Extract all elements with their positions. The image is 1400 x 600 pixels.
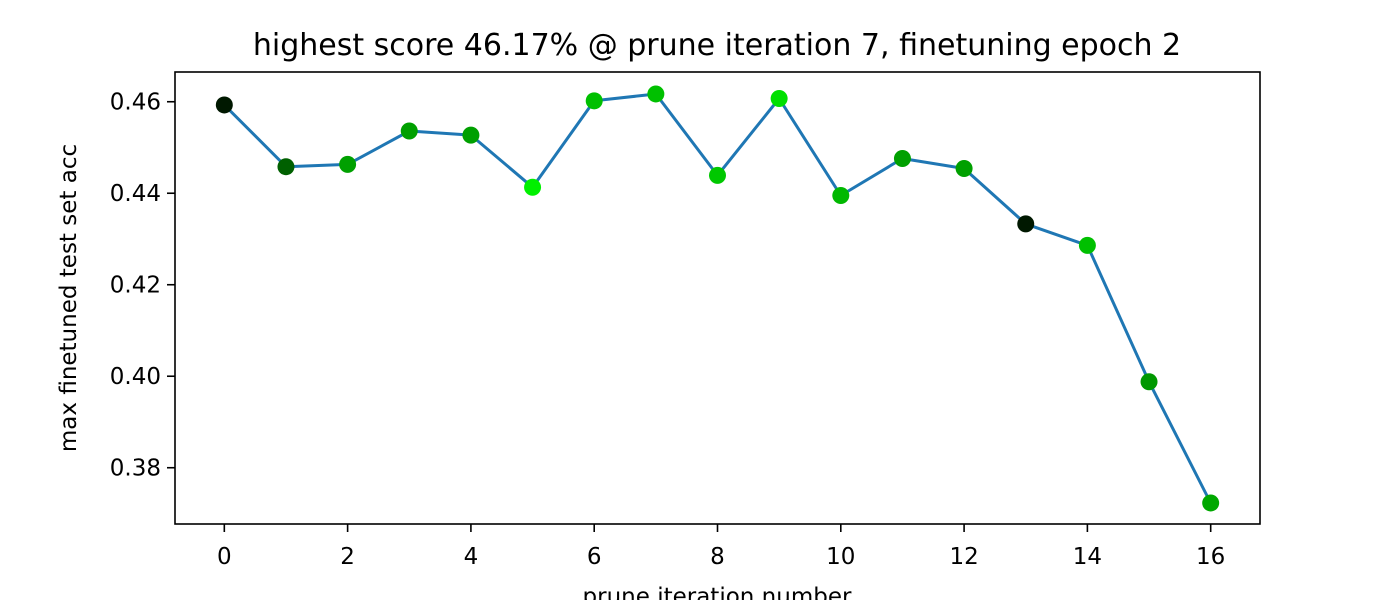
plot-frame (174, 71, 1261, 525)
y-tick-label: 0.38 (110, 456, 161, 482)
data-point (339, 155, 357, 173)
x-tick-label: 16 (1196, 544, 1225, 570)
data-point (709, 166, 726, 184)
plot-area (175, 72, 1260, 524)
data-point (893, 149, 911, 167)
data-point (1140, 373, 1158, 391)
data-point (277, 158, 295, 176)
series-markers (215, 85, 1220, 512)
y-tick-label: 0.46 (110, 90, 161, 116)
x-tick-label: 12 (949, 544, 978, 570)
y-axis-ticks: 0.38 0.40 0.42 0.44 0.46 (110, 90, 175, 482)
data-point (1078, 236, 1096, 254)
data-point (832, 187, 850, 205)
data-point (524, 178, 542, 196)
data-point (1202, 494, 1220, 512)
data-point (462, 126, 480, 144)
x-tick-label: 8 (710, 544, 725, 570)
x-tick-label: 4 (464, 544, 479, 570)
x-tick-label: 10 (826, 544, 855, 570)
x-tick-label: 2 (340, 544, 355, 570)
x-axis-ticks: 0 2 4 6 8 10 12 14 16 (217, 524, 1225, 570)
chart-title: highest score 46.17% @ prune iteration 7… (253, 28, 1181, 63)
x-tick-label: 14 (1073, 544, 1102, 570)
data-point (647, 85, 665, 103)
data-point (585, 92, 603, 110)
x-tick-label: 0 (217, 544, 232, 570)
x-tick-label: 6 (587, 544, 602, 570)
data-point (1017, 215, 1035, 233)
y-axis-label: max finetuned test set acc (56, 144, 82, 452)
y-tick-label: 0.40 (110, 364, 161, 390)
x-axis-label: prune iteration number (583, 584, 852, 600)
data-point (955, 160, 973, 178)
y-tick-label: 0.42 (110, 273, 161, 299)
data-point (770, 90, 788, 108)
y-tick-label: 0.44 (110, 181, 161, 207)
data-point (400, 122, 418, 140)
data-point (215, 96, 233, 114)
